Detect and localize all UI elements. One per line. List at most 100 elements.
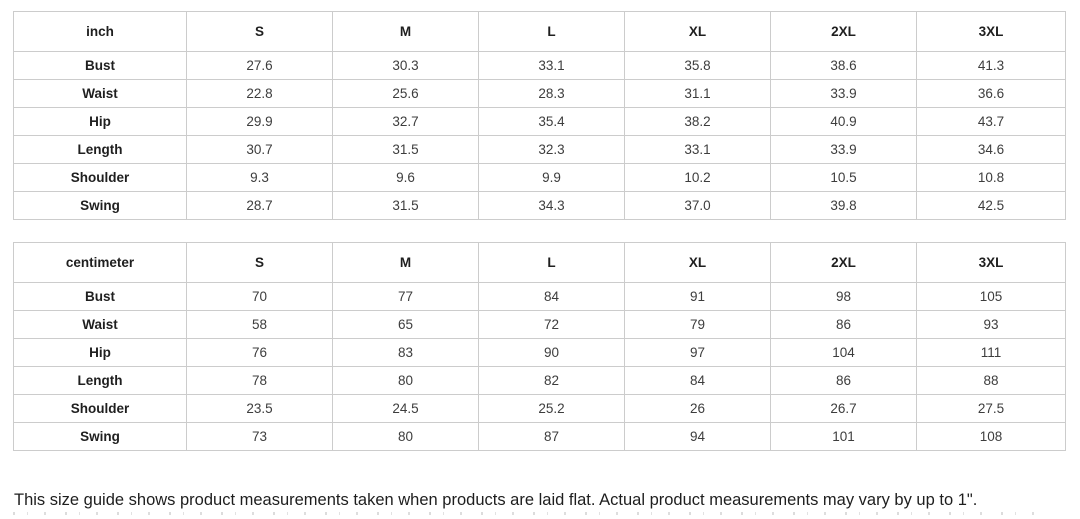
measurement-value: 98 <box>770 282 917 311</box>
measurement-value: 101 <box>770 422 917 451</box>
measurement-value: 31.5 <box>332 191 479 220</box>
measurement-label: Shoulder <box>13 394 187 423</box>
measurement-value: 40.9 <box>770 107 917 136</box>
measurement-value: 32.3 <box>478 135 625 164</box>
measurement-value: 27.5 <box>916 394 1066 423</box>
measurement-value: 26 <box>624 394 771 423</box>
header-row: inch S M L XL 2XL 3XL <box>13 11 1066 52</box>
measurement-label: Shoulder <box>13 163 187 192</box>
measurement-value: 82 <box>478 366 625 395</box>
table-row: Length 78 80 82 84 86 88 <box>13 366 1066 395</box>
header-row: centimeter S M L XL 2XL 3XL <box>13 242 1066 283</box>
measurement-label: Bust <box>13 282 187 311</box>
measurement-value: 91 <box>624 282 771 311</box>
table-row: Hip 29.9 32.7 35.4 38.2 40.9 43.7 <box>13 107 1066 136</box>
measurement-value: 23.5 <box>186 394 333 423</box>
measurement-value: 42.5 <box>916 191 1066 220</box>
measurement-value: 9.3 <box>186 163 333 192</box>
measurement-value: 77 <box>332 282 479 311</box>
table-row: Swing 73 80 87 94 101 108 <box>13 422 1066 451</box>
measurement-value: 10.8 <box>916 163 1066 192</box>
measurement-value: 25.2 <box>478 394 625 423</box>
table-row: Shoulder 9.3 9.6 9.9 10.2 10.5 10.8 <box>13 163 1066 192</box>
measurement-value: 10.2 <box>624 163 771 192</box>
measurement-value: 79 <box>624 310 771 339</box>
measurement-label: Length <box>13 135 187 164</box>
size-header: XL <box>624 11 771 52</box>
size-header: L <box>478 242 625 283</box>
measurement-value: 28.3 <box>478 79 625 108</box>
measurement-value: 65 <box>332 310 479 339</box>
centimeter-size-table: centimeter S M L XL 2XL 3XL Bust 70 77 84 91 98 105 Wa… <box>13 242 1066 451</box>
measurement-label: Bust <box>13 51 187 80</box>
measurement-value: 86 <box>770 310 917 339</box>
table-row: Shoulder 23.5 24.5 25.2 26 26.7 27.5 <box>13 394 1066 423</box>
table-row: Waist 22.8 25.6 28.3 31.1 33.9 36.6 <box>13 79 1066 108</box>
measurement-value: 33.1 <box>624 135 771 164</box>
size-header: 2XL <box>770 11 917 52</box>
unit-header: inch <box>13 11 187 52</box>
measurement-value: 37.0 <box>624 191 771 220</box>
size-header: S <box>186 11 333 52</box>
measurement-value: 41.3 <box>916 51 1066 80</box>
unit-header: centimeter <box>13 242 187 283</box>
measurement-value: 104 <box>770 338 917 367</box>
measurement-value: 87 <box>478 422 625 451</box>
measurement-label: Waist <box>13 310 187 339</box>
measurement-value: 86 <box>770 366 917 395</box>
measurement-value: 22.8 <box>186 79 333 108</box>
measurement-value: 88 <box>916 366 1066 395</box>
size-header: S <box>186 242 333 283</box>
measurement-value: 58 <box>186 310 333 339</box>
measurement-value: 90 <box>478 338 625 367</box>
measurement-value: 43.7 <box>916 107 1066 136</box>
measurement-value: 28.7 <box>186 191 333 220</box>
note-text: This size guide shows product measuremen… <box>14 491 978 509</box>
measurement-value: 35.4 <box>478 107 625 136</box>
measurement-value: 78 <box>186 366 333 395</box>
measurement-value: 30.7 <box>186 135 333 164</box>
measurement-label: Swing <box>13 422 187 451</box>
measurement-value: 39.8 <box>770 191 917 220</box>
measurement-value: 84 <box>624 366 771 395</box>
size-header: 3XL <box>916 242 1066 283</box>
measurement-value: 36.6 <box>916 79 1066 108</box>
measurement-value: 9.6 <box>332 163 479 192</box>
measurement-value: 97 <box>624 338 771 367</box>
measurement-value: 34.3 <box>478 191 625 220</box>
measurement-value: 80 <box>332 422 479 451</box>
measurement-value: 34.6 <box>916 135 1066 164</box>
measurement-value: 38.2 <box>624 107 771 136</box>
measurement-value: 111 <box>916 338 1066 367</box>
measurement-label: Length <box>13 366 187 395</box>
measurement-label: Hip <box>13 338 187 367</box>
measurement-label: Hip <box>13 107 187 136</box>
measurement-value: 9.9 <box>478 163 625 192</box>
table-row: Waist 58 65 72 79 86 93 <box>13 310 1066 339</box>
measurement-label: Swing <box>13 191 187 220</box>
inch-size-table: inch S M L XL 2XL 3XL Bust 27.6 30.3 33.1 35.8 38.6 4… <box>13 11 1066 220</box>
measurement-label: Waist <box>13 79 187 108</box>
size-header: XL <box>624 242 771 283</box>
measurement-value: 10.5 <box>770 163 917 192</box>
size-header: M <box>332 11 479 52</box>
measurement-value: 33.9 <box>770 135 917 164</box>
measurement-value: 93 <box>916 310 1066 339</box>
measurement-value: 70 <box>186 282 333 311</box>
size-header: L <box>478 11 625 52</box>
measurement-value: 24.5 <box>332 394 479 423</box>
measurement-value: 80 <box>332 366 479 395</box>
table-row: Length 30.7 31.5 32.3 33.1 33.9 34.6 <box>13 135 1066 164</box>
measurement-value: 33.9 <box>770 79 917 108</box>
measurement-value: 26.7 <box>770 394 917 423</box>
measurement-value: 33.1 <box>478 51 625 80</box>
size-header: 2XL <box>770 242 917 283</box>
table-row: Bust 27.6 30.3 33.1 35.8 38.6 41.3 <box>13 51 1066 80</box>
table-row: Hip 76 83 90 97 104 111 <box>13 338 1066 367</box>
clipped-text-line <box>13 512 1043 515</box>
table-row: Bust 70 77 84 91 98 105 <box>13 282 1066 311</box>
measurement-value: 38.6 <box>770 51 917 80</box>
measurement-value: 27.6 <box>186 51 333 80</box>
size-header: M <box>332 242 479 283</box>
